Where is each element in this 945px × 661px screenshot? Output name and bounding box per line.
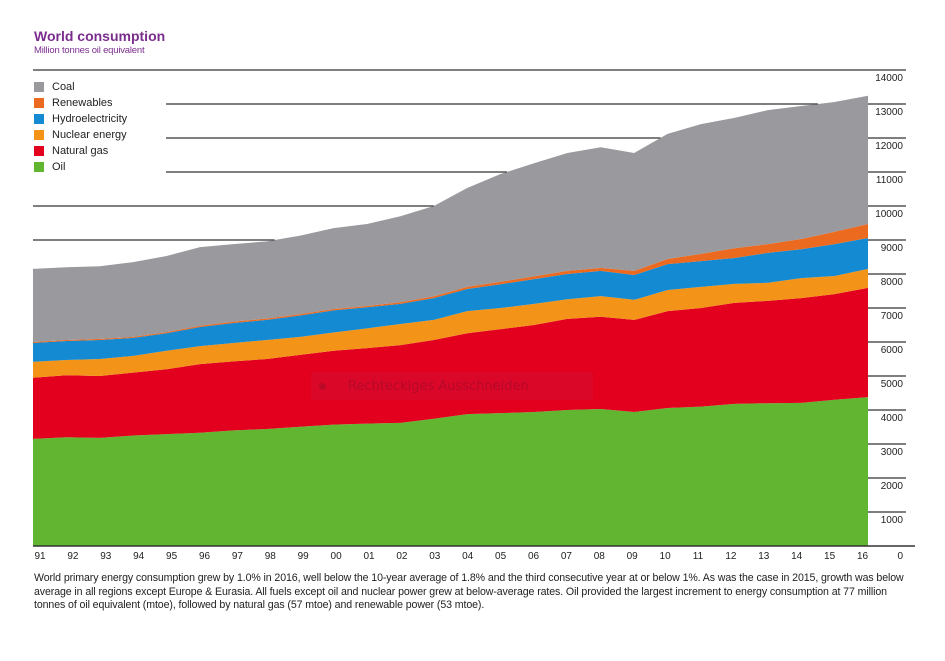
x-tick-label: 94 <box>133 551 145 562</box>
y-tick-label: 13000 <box>875 107 903 118</box>
area-layer-coal <box>33 95 868 342</box>
x-tick-label: 09 <box>627 551 639 562</box>
y-tick-label: 1000 <box>881 515 904 526</box>
x-tick-label: 95 <box>166 551 178 562</box>
legend-swatch-nuclear <box>34 130 44 140</box>
y-tick-label: 9000 <box>881 243 904 254</box>
y-tick-label: 6000 <box>881 345 904 356</box>
legend-swatch-gas <box>34 146 44 156</box>
legend-item-coal: Coal <box>34 79 127 95</box>
x-tick-label: 04 <box>462 551 474 562</box>
legend-label: Coal <box>52 81 75 93</box>
x-tick-label: 96 <box>199 551 211 562</box>
x-tick-label: 15 <box>824 551 836 562</box>
area-layer-oil <box>33 397 868 546</box>
x-tick-label: 08 <box>594 551 606 562</box>
record-dot-icon <box>319 382 326 390</box>
x-tick-label: 16 <box>857 551 869 562</box>
x-tick-label: 02 <box>396 551 408 562</box>
x-tick-label: 07 <box>561 551 573 562</box>
x-tick-label: 11 <box>693 551 704 562</box>
x-tick-label: 99 <box>298 551 310 562</box>
snipping-tool-overlay[interactable]: Rechteckiges Ausschneiden <box>311 372 593 400</box>
y-tick-label: 4000 <box>881 413 904 424</box>
legend-label: Renewables <box>52 97 113 109</box>
x-tick-label: 05 <box>495 551 507 562</box>
chart-caption: World primary energy consumption grew by… <box>34 572 904 611</box>
x-tick-label: 14 <box>791 551 803 562</box>
x-tick-label: 00 <box>331 551 343 562</box>
y-tick-label: 11000 <box>876 175 904 186</box>
y-tick-label: 8000 <box>881 277 904 288</box>
legend: Coal Renewables Hydroelectricity Nuclear… <box>34 79 127 175</box>
x-tick-label: 97 <box>232 551 244 562</box>
y-tick-label: 7000 <box>881 311 904 322</box>
x-tick-label: 10 <box>660 551 672 562</box>
legend-item-nuclear: Nuclear energy <box>34 127 127 143</box>
x-tick-label: 93 <box>100 551 112 562</box>
x-tick-label: 13 <box>758 551 770 562</box>
y-tick-label: 0 <box>897 551 903 562</box>
x-tick-label: 03 <box>429 551 441 562</box>
legend-label: Oil <box>52 161 66 173</box>
legend-item-renewables: Renewables <box>34 95 127 111</box>
x-tick-label: 92 <box>67 551 79 562</box>
legend-item-gas: Natural gas <box>34 143 127 159</box>
legend-label: Hydroelectricity <box>52 113 128 125</box>
x-tick-label: 01 <box>363 551 375 562</box>
legend-swatch-renewables <box>34 98 44 108</box>
legend-swatch-hydro <box>34 114 44 124</box>
x-tick-label: 91 <box>34 551 46 562</box>
y-tick-label: 3000 <box>881 447 904 458</box>
legend-item-hydro: Hydroelectricity <box>34 111 127 127</box>
y-tick-label: 10000 <box>875 209 903 220</box>
legend-swatch-coal <box>34 82 44 92</box>
y-tick-label: 12000 <box>875 141 903 152</box>
chart-subtitle: Million tonnes oil equivalent <box>34 45 145 56</box>
x-tick-label: 12 <box>725 551 737 562</box>
legend-swatch-oil <box>34 162 44 172</box>
legend-label: Nuclear energy <box>52 129 127 141</box>
legend-label: Natural gas <box>52 145 109 157</box>
area-layer-hydroelectricity <box>33 238 868 362</box>
overlay-label: Rechteckiges Ausschneiden <box>348 378 529 394</box>
x-tick-label: 98 <box>265 551 277 562</box>
legend-item-oil: Oil <box>34 159 127 175</box>
chart-title: World consumption <box>34 28 166 44</box>
y-tick-label: 14000 <box>875 73 903 84</box>
y-tick-label: 5000 <box>881 379 904 390</box>
x-tick-label: 06 <box>528 551 540 562</box>
area-layer-natural-gas <box>33 287 868 439</box>
y-tick-label: 2000 <box>881 481 904 492</box>
area-layer-nuclear-energy <box>33 268 868 378</box>
